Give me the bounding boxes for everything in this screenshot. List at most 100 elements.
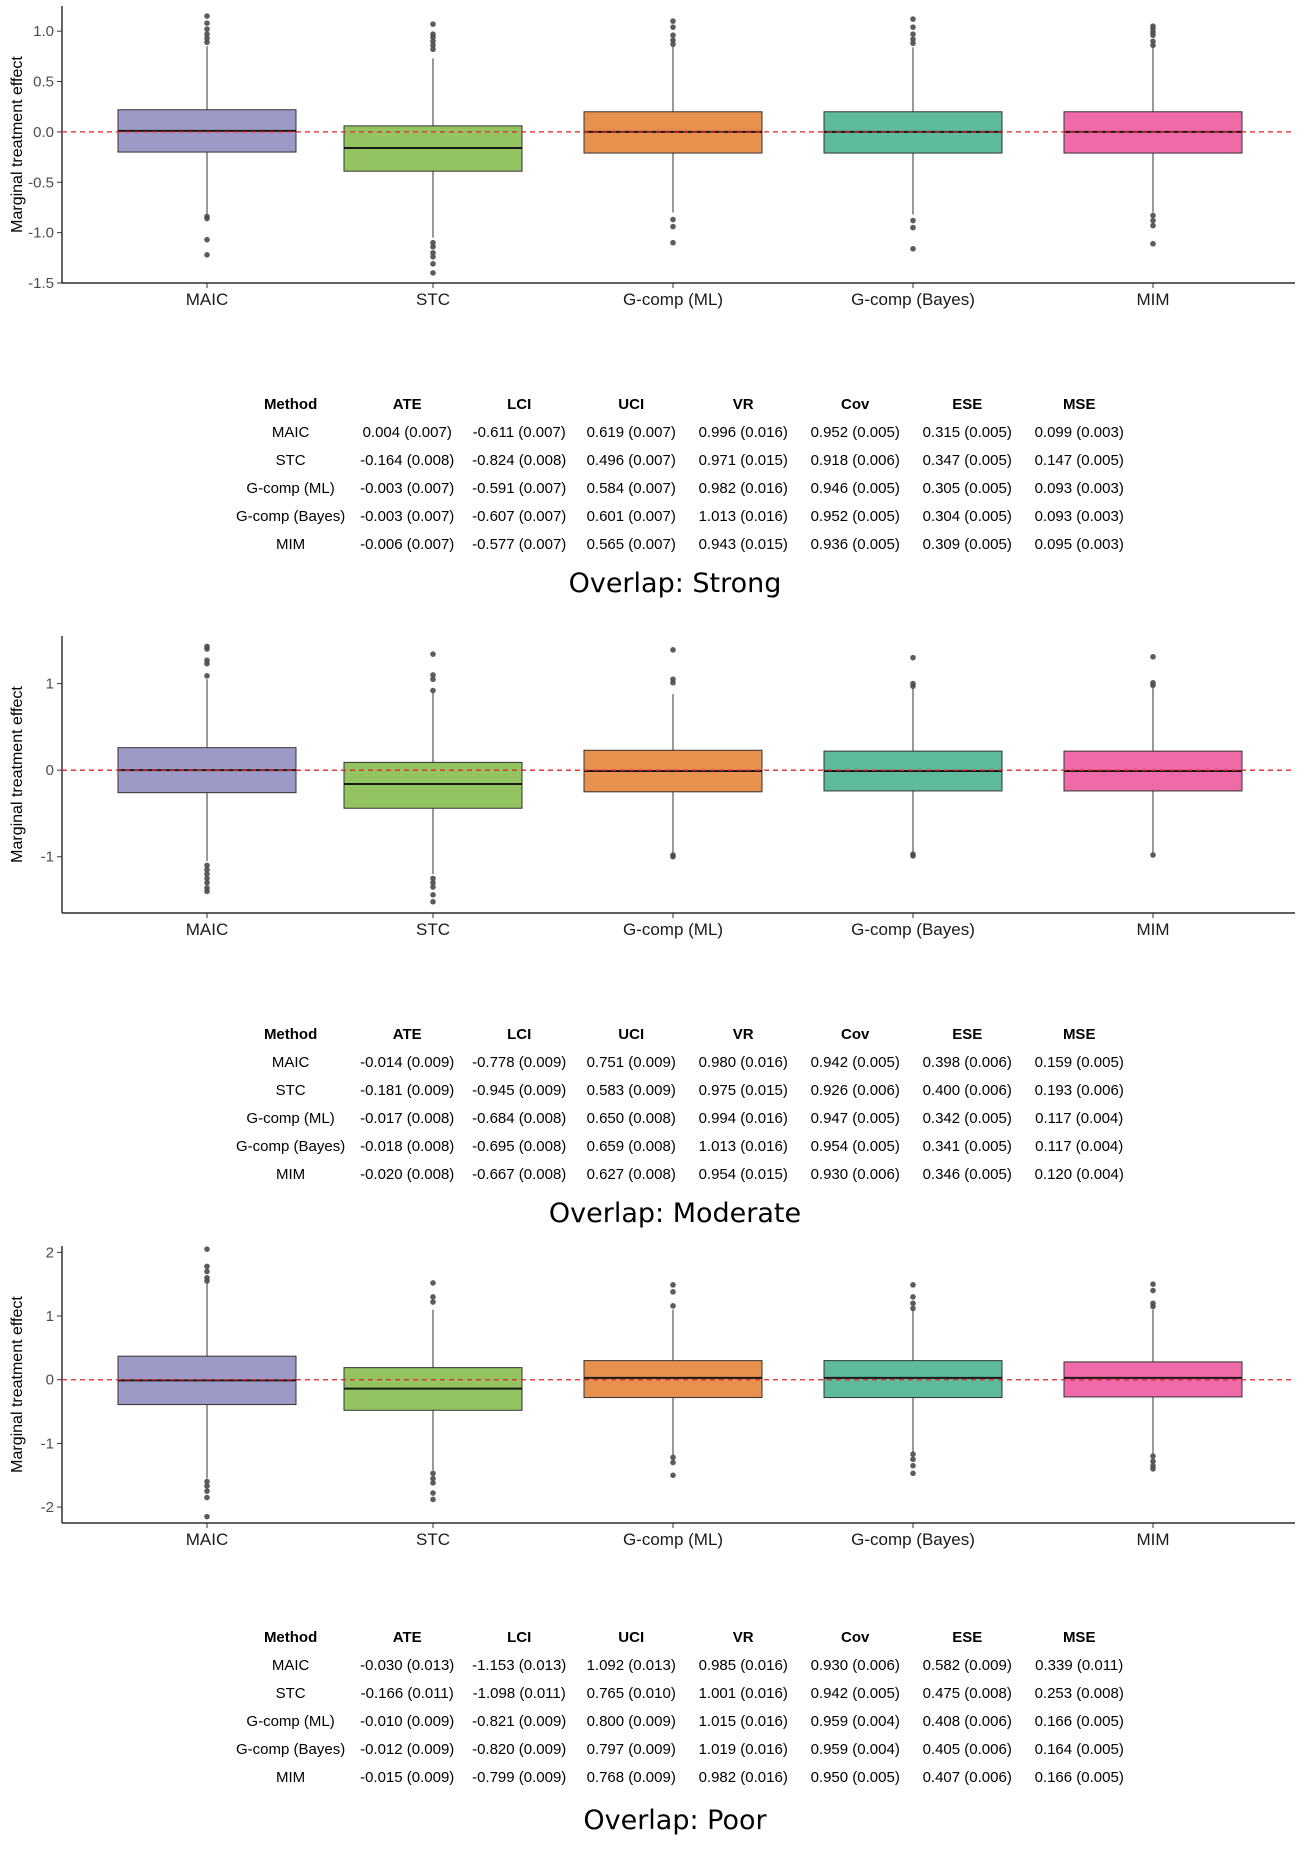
value-cell-ese: 0.398 (0.006)	[922, 1053, 1012, 1071]
value-cell-lci: -1.153 (0.013)	[472, 1656, 567, 1674]
column-header-ate: ATE	[392, 395, 422, 413]
outlier-point-g-comp-bayes	[910, 16, 916, 22]
value-cell-mse: 0.164 (0.005)	[1034, 1740, 1124, 1758]
results-table-moderate: Method ATE LCI UCI VR Cov ESE MSE MAIC -0.014 (0.…	[230, 1020, 1135, 1188]
x-tick-label-g-comp-bayes: G-comp (Bayes)	[851, 920, 975, 939]
y-axis-title: Marginal treatment effect	[9, 686, 26, 863]
outlier-point-stc	[430, 46, 436, 53]
outlier-point-stc	[430, 1470, 436, 1477]
value-cell-uci: 0.619 (0.007)	[586, 423, 676, 441]
value-cell-ese: 0.304 (0.005)	[922, 507, 1012, 525]
column-header-mse: MSE	[1062, 395, 1096, 413]
value-cell-uci: 0.768 (0.009)	[586, 1768, 676, 1786]
value-cell-uci: 0.797 (0.009)	[586, 1740, 676, 1758]
y-tick-label: 0	[46, 1372, 54, 1389]
results-table-poor: Method ATE LCI UCI VR Cov ESE MSE MAIC -0.030 (0.…	[230, 1623, 1135, 1791]
method-cell: STC	[275, 451, 306, 469]
outlier-point-mim	[1150, 240, 1156, 247]
method-cell: STC	[275, 1684, 306, 1702]
table-header-row: Method ATE LCI UCI VR Cov ESE MSE	[230, 390, 1135, 418]
outlier-point-g-comp-bayes	[910, 1456, 916, 1463]
x-tick-label-maic: MAIC	[186, 290, 229, 309]
value-cell-ese: 0.408 (0.006)	[922, 1712, 1012, 1730]
table-row: G-comp (ML) -0.003 (0.007) -0.591 (0.007) 0…	[230, 474, 1135, 502]
column-header-cov: Cov	[841, 395, 870, 413]
value-cell-mse: 0.147 (0.005)	[1034, 451, 1124, 469]
value-cell-cov: 0.959 (0.004)	[810, 1740, 900, 1758]
x-tick-label-stc: STC	[416, 290, 450, 309]
column-header-method: Method	[263, 1025, 318, 1043]
outlier-point-stc	[430, 892, 436, 898]
value-cell-vr: 1.019 (0.016)	[698, 1740, 788, 1758]
outlier-point-maic	[204, 1246, 210, 1252]
value-cell-cov: 0.942 (0.005)	[810, 1684, 900, 1702]
outlier-point-stc	[430, 1299, 436, 1305]
value-cell-ese: 0.405 (0.006)	[922, 1740, 1012, 1758]
method-cell: STC	[275, 1081, 306, 1099]
value-cell-mse: 0.159 (0.005)	[1034, 1053, 1124, 1071]
value-cell-mse: 0.120 (0.004)	[1034, 1165, 1124, 1183]
results-table-strong: Method ATE LCI UCI VR Cov ESE MSE MAIC 0.004 (0.0…	[230, 390, 1135, 558]
outlier-point-maic	[204, 871, 210, 877]
caption-moderate: Overlap: Moderate	[548, 1198, 802, 1229]
column-header-cov: Cov	[841, 1025, 870, 1043]
x-tick-label-stc: STC	[416, 1530, 450, 1549]
outlier-point-g-comp-bayes	[910, 224, 916, 231]
value-cell-cov: 0.950 (0.005)	[810, 1768, 900, 1786]
outlier-point-stc	[430, 1280, 436, 1286]
value-cell-lci: -0.591 (0.007)	[472, 479, 567, 497]
value-cell-mse: 0.093 (0.003)	[1034, 507, 1124, 525]
value-cell-vr: 1.013 (0.016)	[698, 1137, 788, 1155]
boxplot-poor: 2 1 0 -1 -2 Marginal treatment effect MAIC STC G…	[9, 1244, 1295, 1549]
outlier-point-mim	[1150, 38, 1156, 45]
outlier-point-maic	[204, 888, 210, 895]
outlier-point-g-comp-bayes	[910, 1300, 916, 1307]
value-cell-cov: 0.926 (0.006)	[810, 1081, 900, 1099]
value-cell-vr: 0.971 (0.015)	[698, 451, 788, 469]
column-header-uci: UCI	[618, 1628, 645, 1646]
x-tick-label-g-comp-ml: G-comp (ML)	[623, 920, 723, 939]
value-cell-vr: 0.994 (0.016)	[698, 1109, 788, 1127]
outlier-point-maic	[204, 1494, 210, 1501]
method-cell: G-comp (ML)	[246, 1109, 335, 1127]
value-cell-vr: 0.982 (0.016)	[698, 479, 788, 497]
column-header-method: Method	[263, 1628, 318, 1646]
outlier-point-g-comp-ml	[670, 1282, 676, 1288]
table-row: G-comp (ML) -0.017 (0.008) -0.684 (0.008) 0…	[230, 1104, 1135, 1132]
value-cell-uci: 0.751 (0.009)	[586, 1053, 676, 1071]
value-cell-lci: -0.695 (0.008)	[472, 1137, 567, 1155]
outlier-point-stc	[430, 898, 436, 905]
outlier-point-g-comp-bayes	[910, 853, 916, 859]
y-tick-label: 2	[46, 1244, 54, 1261]
method-cell: MIM	[276, 1768, 306, 1786]
outlier-point-g-comp-bayes	[910, 1470, 916, 1477]
outlier-point-g-comp-bayes	[910, 1462, 916, 1469]
value-cell-cov: 0.936 (0.005)	[810, 535, 900, 553]
value-cell-vr: 0.985 (0.016)	[698, 1656, 788, 1674]
value-cell-ate: -0.166 (0.011)	[360, 1684, 454, 1702]
value-cell-ese: 0.475 (0.008)	[922, 1684, 1012, 1702]
outlier-point-g-comp-ml	[670, 32, 676, 39]
method-cell: G-comp (Bayes)	[236, 1740, 346, 1758]
value-cell-mse: 0.095 (0.003)	[1034, 535, 1124, 553]
outlier-point-g-comp-ml	[670, 24, 676, 30]
value-cell-ate: -0.014 (0.009)	[360, 1053, 455, 1071]
value-cell-mse: 0.339 (0.011)	[1035, 1656, 1124, 1674]
value-cell-vr: 1.001 (0.016)	[698, 1684, 788, 1702]
outlier-point-g-comp-bayes	[910, 1282, 916, 1288]
value-cell-lci: -1.098 (0.011)	[472, 1684, 566, 1702]
value-cell-uci: 1.092 (0.013)	[586, 1656, 676, 1674]
table-row: STC -0.164 (0.008) -0.824 (0.008) 0.496 (0.…	[230, 446, 1135, 474]
outlier-point-mim	[1150, 1453, 1156, 1459]
outlier-point-stc	[430, 239, 436, 246]
outlier-point-stc	[430, 875, 436, 882]
value-cell-uci: 0.584 (0.007)	[586, 479, 676, 497]
outlier-point-stc	[430, 1490, 436, 1496]
table-row: STC -0.166 (0.011) -1.098 (0.011) 0.765 (0.…	[230, 1679, 1135, 1707]
value-cell-ate: -0.181 (0.009)	[360, 1081, 455, 1099]
value-cell-lci: -0.667 (0.008)	[472, 1165, 567, 1183]
outlier-point-g-comp-bayes	[910, 24, 916, 30]
outlier-point-g-comp-ml	[670, 216, 676, 223]
method-cell: MIM	[276, 1165, 306, 1183]
value-cell-lci: -0.799 (0.009)	[472, 1768, 567, 1786]
